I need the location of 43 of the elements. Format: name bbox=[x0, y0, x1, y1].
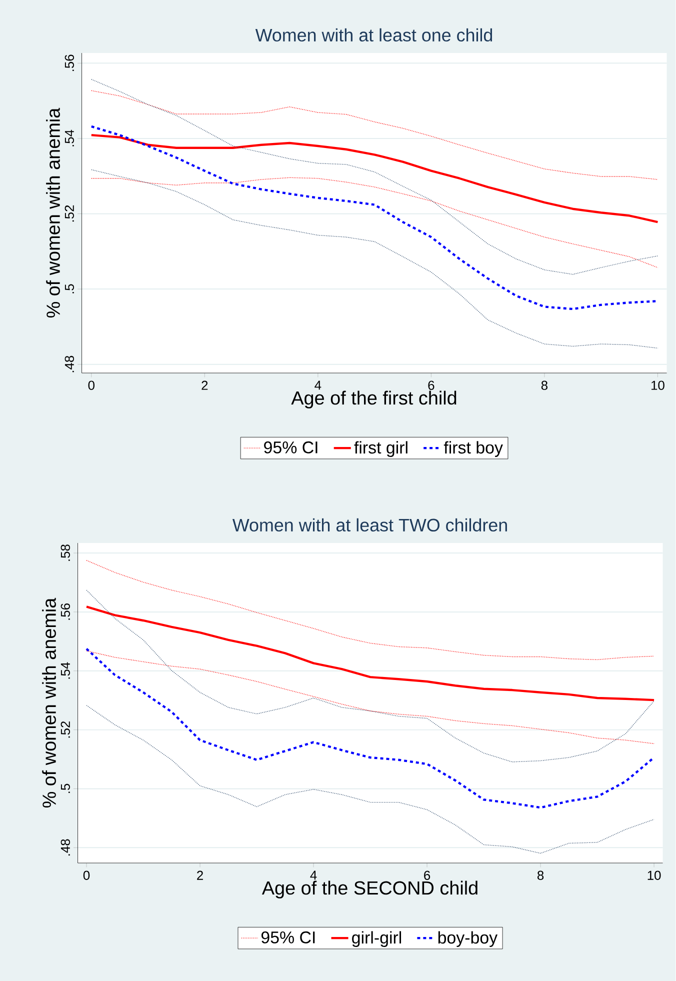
y-tick-label: .54 bbox=[65, 130, 74, 146]
y-tick-label: .5 bbox=[65, 284, 74, 294]
x-tick-label: 2 bbox=[197, 870, 204, 880]
x-tick-label: 8 bbox=[542, 380, 548, 390]
y-tick-label: .56 bbox=[64, 54, 74, 71]
y-tick-label: .54 bbox=[61, 662, 70, 679]
y-tick-label: .48 bbox=[64, 356, 74, 372]
line-series bbox=[86, 606, 656, 702]
x-tick-label: 2 bbox=[202, 380, 208, 390]
x-axis-title: Age of the SECOND child bbox=[262, 880, 478, 898]
y-tick-label: .48 bbox=[60, 839, 70, 856]
line-series bbox=[91, 79, 658, 275]
x-tick-label: 10 bbox=[652, 380, 665, 390]
x-tick-label: 0 bbox=[84, 870, 90, 880]
x-axis-title: Age of the first child bbox=[291, 390, 456, 408]
line-series bbox=[86, 560, 654, 660]
line-series bbox=[86, 705, 654, 854]
legend-label: first girl bbox=[354, 441, 408, 457]
x-tick-label: 6 bbox=[428, 380, 434, 390]
x-tick-label: 10 bbox=[648, 870, 661, 880]
y-tick-label: .58 bbox=[60, 544, 70, 561]
y-axis-title: % of women with anemia bbox=[42, 598, 56, 808]
line-series bbox=[86, 590, 654, 762]
y-tick-label: .56 bbox=[60, 604, 70, 620]
x-tick-label: 4 bbox=[310, 870, 317, 880]
line-series bbox=[86, 650, 654, 744]
line-series bbox=[86, 648, 656, 809]
x-tick-label: 4 bbox=[314, 380, 322, 390]
legend-label: first boy bbox=[444, 441, 504, 457]
legend-label: boy-boy bbox=[438, 931, 498, 947]
chart-title: Women with at least TWO children bbox=[232, 518, 508, 532]
x-tick-label: 0 bbox=[88, 380, 95, 390]
chart-title: Women with at least one child bbox=[256, 28, 492, 42]
y-axis-title: % of women with anemia bbox=[46, 108, 60, 318]
y-tick-label: .5 bbox=[61, 784, 70, 793]
x-tick-label: 8 bbox=[538, 870, 544, 880]
line-series bbox=[91, 169, 658, 348]
legend-label: 95% CI bbox=[262, 931, 315, 944]
legend-label: 95% CI bbox=[264, 441, 318, 454]
legend-label: girl-girl bbox=[352, 931, 402, 947]
y-tick-label: .52 bbox=[60, 721, 70, 738]
y-tick-label: .52 bbox=[64, 205, 74, 222]
x-tick-label: 6 bbox=[424, 870, 430, 880]
